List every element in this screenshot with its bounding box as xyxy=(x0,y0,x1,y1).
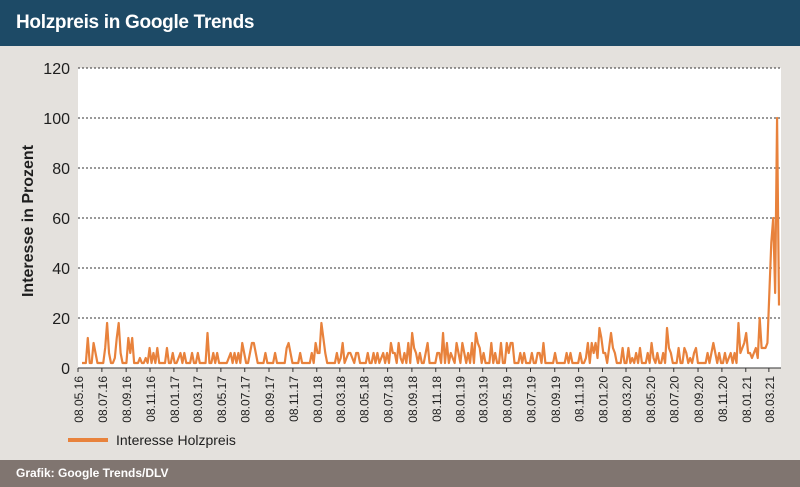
x-tick-label: 08.09.20 xyxy=(692,376,706,423)
x-tick-label: 08.05.20 xyxy=(644,376,658,423)
x-tick-label: 08.09.19 xyxy=(549,376,563,423)
x-tick-label: 08.11.20 xyxy=(716,376,730,422)
x-tick-label: 08.09.16 xyxy=(120,376,134,423)
legend-label: Interesse Holzpreis xyxy=(116,432,236,448)
y-axis-ticks: 0 20 40 60 80 100 120 xyxy=(43,61,70,378)
y-tick-label: 40 xyxy=(52,261,70,278)
x-tick-label: 08.01.18 xyxy=(311,376,325,423)
x-tick-label: 08.03.18 xyxy=(334,376,348,423)
x-tick-label: 08.07.17 xyxy=(239,376,253,423)
x-tick-label: 08.01.17 xyxy=(168,376,182,423)
x-tick-label: 08.07.18 xyxy=(382,376,396,423)
x-axis-ticks: 08.05.16 08.07.16 08.09.16 08.11.16 08.01.17… xyxy=(72,368,777,423)
x-tick-label: 08.05.18 xyxy=(358,376,372,423)
grid-lines xyxy=(78,67,781,369)
source-credit: Grafik: Google Trends/DLV xyxy=(16,466,169,480)
line-chart: 0 20 40 60 80 100 120 08.05.16 08.07.16 08.09.16… xyxy=(20,61,781,448)
y-tick-label: 20 xyxy=(52,311,70,328)
y-tick-label: 80 xyxy=(52,161,70,178)
footer-bar: Grafik: Google Trends/DLV xyxy=(0,460,800,487)
x-tick-label: 08.03.19 xyxy=(477,376,491,423)
y-tick-label: 0 xyxy=(61,361,70,378)
title-bar: Holzpreis in Google Trends xyxy=(0,0,800,46)
y-tick-label: 100 xyxy=(43,111,70,128)
x-tick-label: 08.01.21 xyxy=(740,376,754,423)
x-tick-label: 08.09.17 xyxy=(263,376,277,423)
x-tick-label: 08.11.19 xyxy=(573,376,587,422)
y-tick-label: 60 xyxy=(52,211,70,228)
series-line-interesse-holzpreis xyxy=(82,116,781,365)
x-tick-label: 08.11.18 xyxy=(430,376,444,422)
x-tick-label: 08.05.17 xyxy=(215,376,229,423)
x-tick-label: 08.05.19 xyxy=(501,376,515,423)
legend: Interesse Holzpreis xyxy=(68,432,236,448)
x-tick-label: 08.01.19 xyxy=(454,376,468,423)
y-axis-label: Interesse in Prozent xyxy=(20,144,37,297)
x-tick-label: 08.11.16 xyxy=(144,376,158,422)
x-tick-label: 08.03.17 xyxy=(191,376,205,423)
y-tick-label: 120 xyxy=(43,61,70,78)
x-tick-label: 08.03.20 xyxy=(620,376,634,423)
x-tick-label: 08.07.16 xyxy=(96,376,110,423)
x-tick-label: 08.07.20 xyxy=(668,376,682,423)
x-tick-label: 08.07.19 xyxy=(524,376,538,423)
x-tick-label: 08.05.16 xyxy=(72,376,86,423)
x-tick-label: 08.03.21 xyxy=(763,376,777,423)
chart-title: Holzpreis in Google Trends xyxy=(16,12,255,33)
x-tick-label: 08.01.20 xyxy=(597,376,611,423)
x-tick-label: 08.11.17 xyxy=(287,376,301,422)
x-tick-label: 08.09.18 xyxy=(406,376,420,423)
